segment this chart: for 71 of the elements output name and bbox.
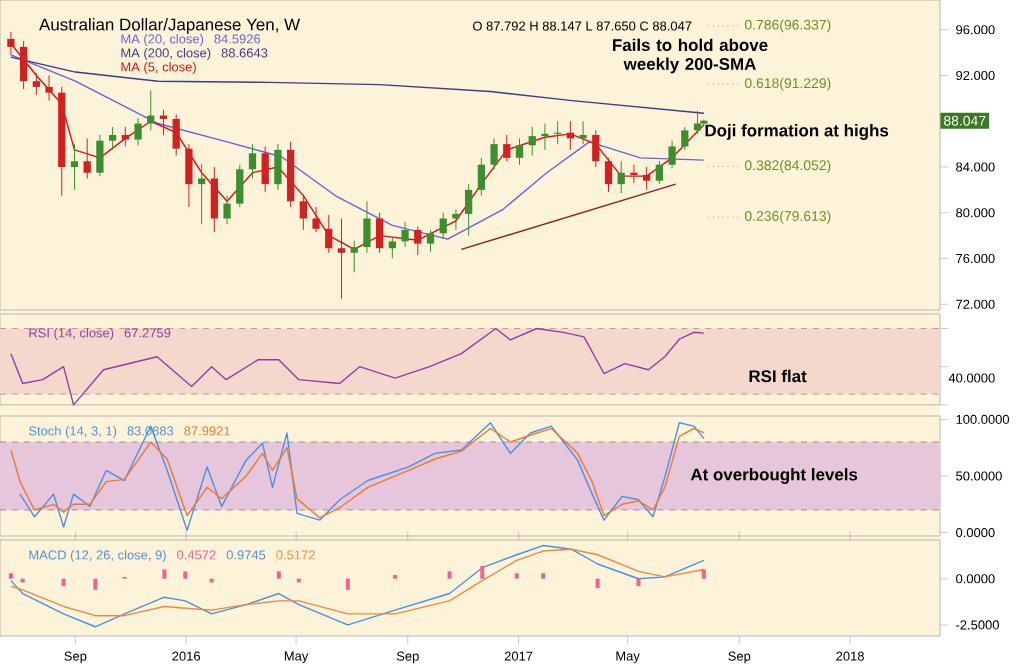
candlestick — [515, 137, 524, 166]
candlestick — [630, 164, 638, 184]
candlestick — [45, 74, 53, 102]
annotation: At overbought levels — [690, 468, 858, 484]
candlestick — [668, 140, 676, 169]
candlestick — [7, 31, 15, 56]
line-series — [19, 422, 705, 532]
bar — [701, 569, 706, 579]
candlestick — [401, 221, 409, 248]
candlestick — [325, 214, 333, 254]
candlestick — [528, 126, 536, 157]
candlestick — [274, 143, 282, 191]
bar — [636, 578, 641, 587]
candlestick — [210, 166, 218, 233]
candlestick — [312, 206, 320, 233]
candlestick — [108, 126, 117, 151]
candlestick — [477, 157, 485, 197]
line-series — [10, 427, 705, 519]
candlestick — [147, 89, 155, 131]
candlestick — [185, 143, 193, 208]
bar — [8, 573, 13, 579]
candlestick — [70, 143, 79, 191]
candlestick — [426, 229, 435, 253]
text: Australian Dollar/Japanese Yen, W — [39, 18, 301, 34]
bar — [595, 578, 600, 588]
candlestick — [363, 200, 371, 254]
candlestick — [643, 166, 651, 191]
line-series — [10, 544, 705, 628]
candlestick — [299, 193, 307, 231]
bar — [162, 569, 167, 579]
candlestick — [350, 240, 358, 273]
candlestick — [121, 126, 129, 147]
annotation: Fails to hold above weekly 200-SMA — [613, 38, 768, 74]
bar — [541, 573, 546, 579]
candlestick — [579, 120, 587, 145]
candlestick — [96, 134, 104, 177]
annotation: RSI flat — [749, 369, 807, 383]
bar — [276, 571, 281, 579]
candlestick — [617, 160, 625, 194]
candlestick — [134, 117, 142, 146]
candlestick — [655, 160, 663, 185]
candlestick — [541, 123, 549, 151]
candlestick — [681, 126, 689, 151]
bar — [480, 565, 485, 579]
candlestick — [439, 212, 447, 240]
candlestick — [197, 163, 206, 225]
candlestick — [236, 164, 244, 208]
candlestick — [337, 217, 346, 300]
candlestick — [465, 183, 473, 237]
bar — [93, 578, 98, 590]
candlestick — [452, 208, 460, 231]
candlestick — [32, 72, 40, 96]
candlestick — [414, 225, 422, 256]
candlestick — [376, 212, 384, 254]
candlestick — [490, 137, 498, 170]
candlestick — [388, 237, 396, 260]
candlestick — [83, 137, 91, 179]
candlestick — [503, 134, 511, 162]
bar — [514, 573, 519, 579]
candlestick — [172, 113, 180, 157]
candlestick — [248, 143, 257, 179]
line-series — [10, 548, 705, 617]
annotation: Doji formation at highs — [705, 124, 889, 140]
bar — [345, 578, 350, 590]
candlestick — [604, 157, 613, 193]
candlestick — [592, 129, 600, 168]
candlestick — [261, 145, 269, 193]
bar — [447, 571, 452, 579]
candlestick — [19, 40, 28, 90]
candlestick — [223, 195, 231, 225]
bar — [183, 571, 188, 579]
